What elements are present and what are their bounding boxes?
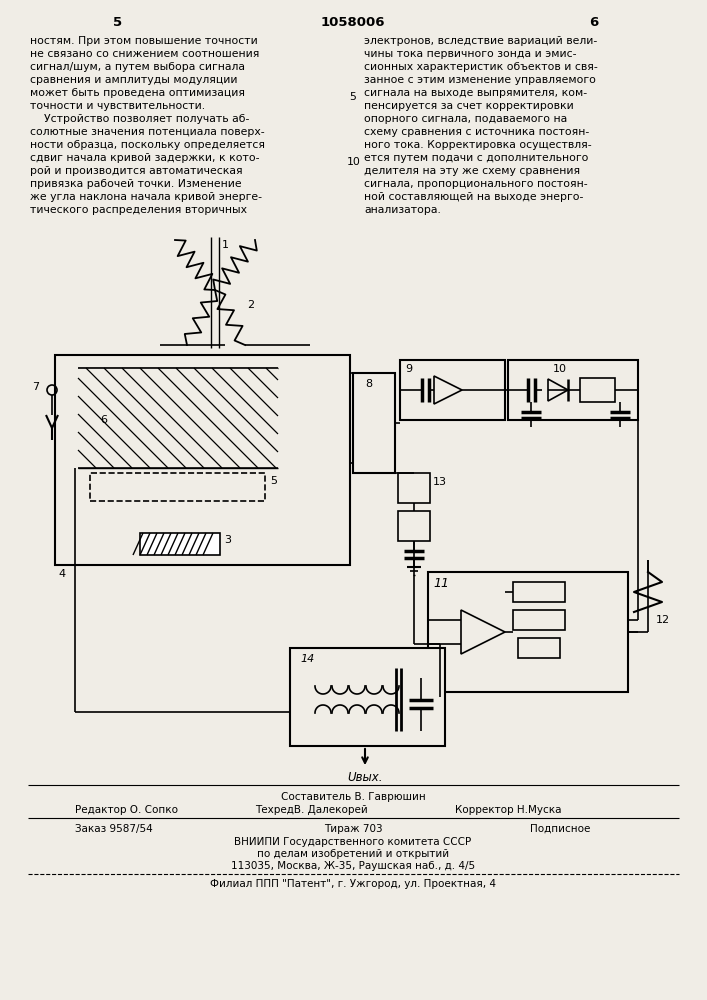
Text: занное с этим изменение управляемого: занное с этим изменение управляемого <box>364 75 596 85</box>
Text: ного тока. Корректировка осуществля-: ного тока. Корректировка осуществля- <box>364 140 592 150</box>
Text: Составитель В. Гаврюшин: Составитель В. Гаврюшин <box>281 792 426 802</box>
Text: сионных характеристик объектов и свя-: сионных характеристик объектов и свя- <box>364 62 597 72</box>
Text: 113035, Москва, Ж-35, Раушская наб., д. 4/5: 113035, Москва, Ж-35, Раушская наб., д. … <box>231 861 475 871</box>
Text: 2: 2 <box>247 300 254 310</box>
Text: 5: 5 <box>349 92 356 102</box>
Text: 11: 11 <box>433 577 449 590</box>
Text: 1058006: 1058006 <box>321 16 385 29</box>
Text: анализатора.: анализатора. <box>364 205 441 215</box>
Text: 6: 6 <box>100 415 107 425</box>
Text: 5: 5 <box>270 476 277 486</box>
Text: Тираж 703: Тираж 703 <box>324 824 382 834</box>
Bar <box>513 582 565 602</box>
Bar <box>580 378 615 402</box>
Text: ностям. При этом повышение точности: ностям. При этом повышение точности <box>30 36 258 46</box>
Text: схему сравнения с источника постоян-: схему сравнения с источника постоян- <box>364 127 589 137</box>
Text: сравнения и амплитуды модуляции: сравнения и амплитуды модуляции <box>30 75 238 85</box>
Bar <box>398 473 430 503</box>
Bar <box>78 368 278 468</box>
Text: ной составляющей на выходе энерго-: ной составляющей на выходе энерго- <box>364 192 583 202</box>
Text: же угла наклона начала кривой энерге-: же угла наклона начала кривой энерге- <box>30 192 262 202</box>
Text: Uвых.: Uвых. <box>347 771 382 784</box>
Text: 4: 4 <box>58 569 65 579</box>
Bar <box>518 638 560 658</box>
Text: солютные значения потенциала поверх-: солютные значения потенциала поверх- <box>30 127 264 137</box>
Bar <box>398 511 430 541</box>
Text: 9: 9 <box>405 364 412 374</box>
Bar <box>90 473 265 501</box>
Text: пенсируется за счет корректировки: пенсируется за счет корректировки <box>364 101 574 111</box>
Text: 14: 14 <box>300 654 314 664</box>
Text: 7: 7 <box>32 382 39 392</box>
Bar <box>55 355 350 565</box>
Text: привязка рабочей точки. Изменение: привязка рабочей точки. Изменение <box>30 179 242 189</box>
Bar <box>140 533 220 555</box>
Text: Устройство позволяет получать аб-: Устройство позволяет получать аб- <box>30 114 250 124</box>
Text: сдвиг начала кривой задержки, к кото-: сдвиг начала кривой задержки, к кото- <box>30 153 259 163</box>
Text: сигнал/шум, а путем выбора сигнала: сигнал/шум, а путем выбора сигнала <box>30 62 245 72</box>
Bar <box>290 648 445 746</box>
Bar <box>508 360 638 420</box>
Text: рой и производится автоматическая: рой и производится автоматическая <box>30 166 243 176</box>
Text: ВНИИПИ Государственного комитета СССР: ВНИИПИ Государственного комитета СССР <box>235 837 472 847</box>
Text: сигнала, пропорционального постоян-: сигнала, пропорционального постоян- <box>364 179 588 189</box>
Text: 3: 3 <box>224 535 231 545</box>
Text: 8: 8 <box>365 379 372 389</box>
Text: не связано со снижением соотношения: не связано со снижением соотношения <box>30 49 259 59</box>
Text: Редактор О. Сопко: Редактор О. Сопко <box>75 805 178 815</box>
Bar <box>353 373 395 473</box>
Text: чины тока первичного зонда и эмис-: чины тока первичного зонда и эмис- <box>364 49 576 59</box>
Text: сигнала на выходе выпрямителя, ком-: сигнала на выходе выпрямителя, ком- <box>364 88 587 98</box>
Text: может быть проведена оптимизация: может быть проведена оптимизация <box>30 88 245 98</box>
Text: ности образца, поскольку определяется: ности образца, поскольку определяется <box>30 140 265 150</box>
Bar <box>400 360 505 420</box>
Text: 12: 12 <box>656 615 670 625</box>
Text: Подписное: Подписное <box>530 824 590 834</box>
Text: 10: 10 <box>553 364 567 374</box>
Text: Заказ 9587/54: Заказ 9587/54 <box>75 824 153 834</box>
Text: делителя на эту же схему сравнения: делителя на эту же схему сравнения <box>364 166 580 176</box>
Text: 5: 5 <box>113 16 122 29</box>
Bar <box>513 610 565 630</box>
Text: ТехредВ. Далекорей: ТехредВ. Далекорей <box>255 805 368 815</box>
Text: 10: 10 <box>347 157 361 167</box>
Text: 13: 13 <box>433 477 447 487</box>
Text: электронов, вследствие вариаций вели-: электронов, вследствие вариаций вели- <box>364 36 597 46</box>
Text: ется путем подачи с дополнительного: ется путем подачи с дополнительного <box>364 153 588 163</box>
Text: 1: 1 <box>222 240 229 250</box>
Text: опорного сигнала, подаваемого на: опорного сигнала, подаваемого на <box>364 114 567 124</box>
Text: тического распределения вторичных: тического распределения вторичных <box>30 205 247 215</box>
Bar <box>428 572 628 692</box>
Text: Корректор Н.Муска: Корректор Н.Муска <box>455 805 561 815</box>
Text: по делам изобретений и открытий: по делам изобретений и открытий <box>257 849 449 859</box>
Text: 6: 6 <box>590 16 599 29</box>
Text: точности и чувствительности.: точности и чувствительности. <box>30 101 205 111</box>
Text: Филиал ППП "Патент", г. Ужгород, ул. Проектная, 4: Филиал ППП "Патент", г. Ужгород, ул. Про… <box>210 879 496 889</box>
